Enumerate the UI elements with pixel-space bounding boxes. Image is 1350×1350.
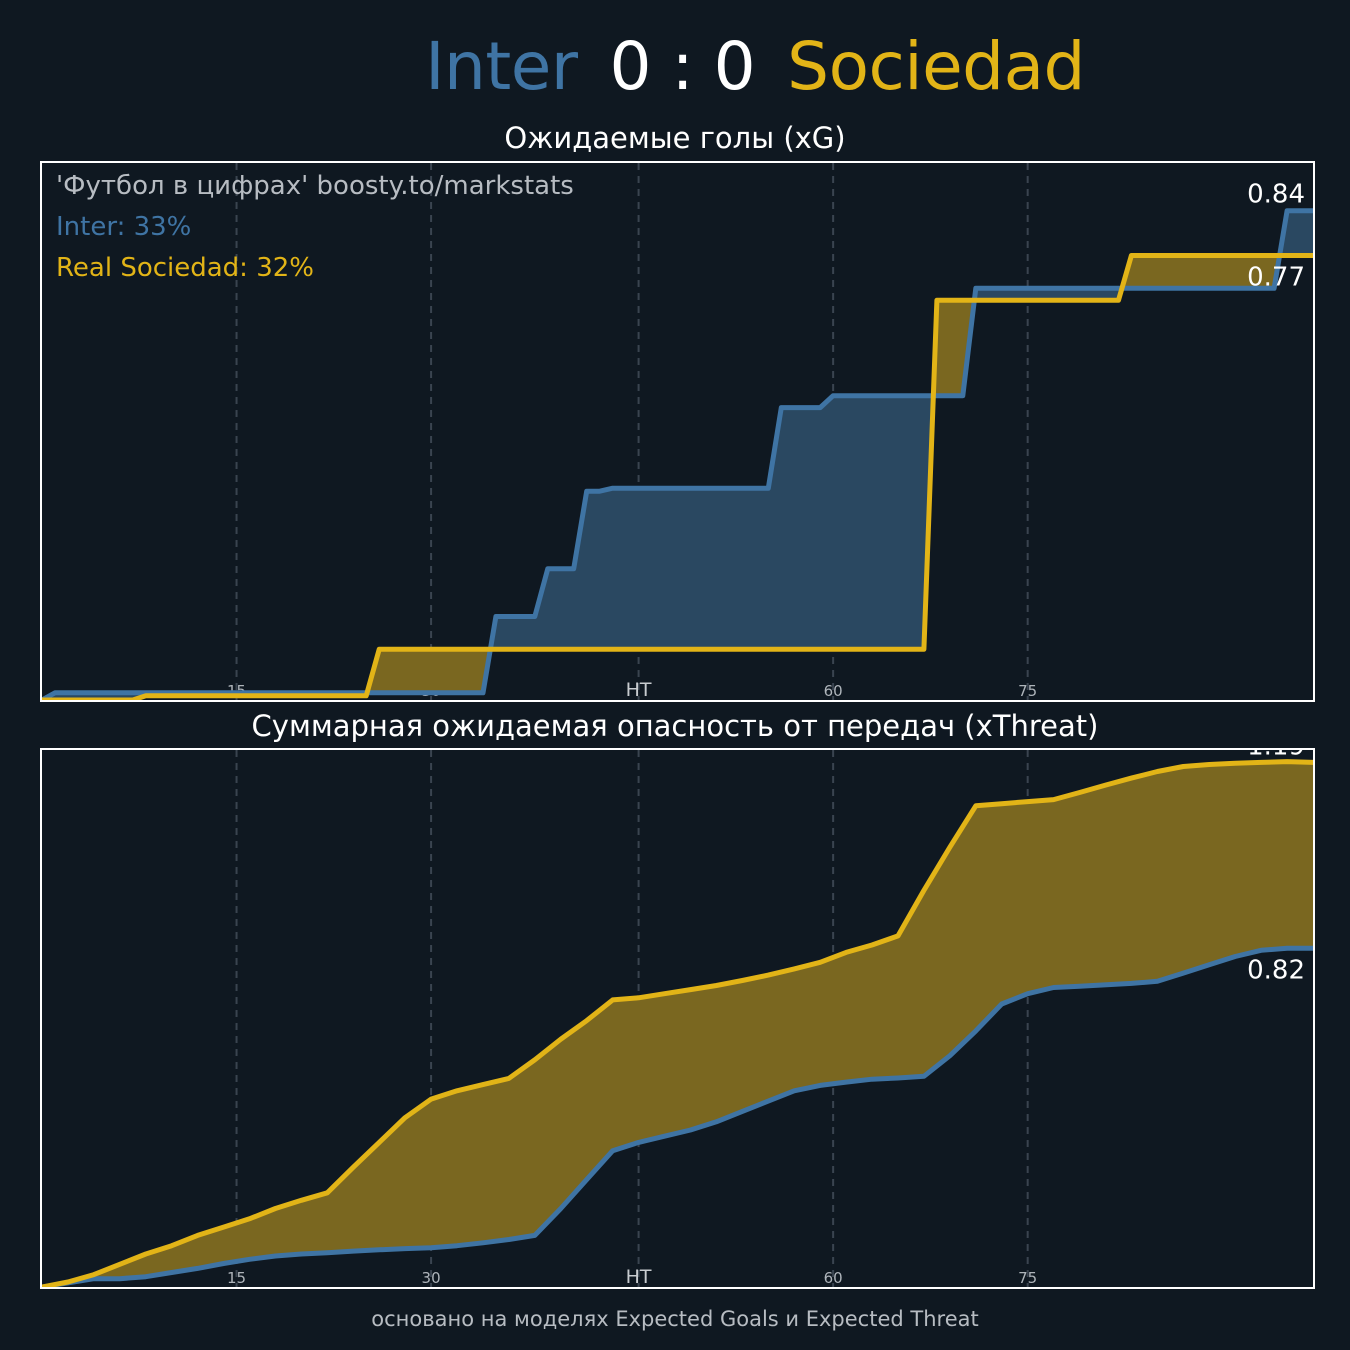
series-line-real-sociedad xyxy=(42,759,1313,1287)
end-value-label-upper: 1.19 xyxy=(1247,750,1305,761)
xthreat-chart-title: Суммарная ожидаемая опасность от передач… xyxy=(251,709,1099,743)
gap-fill-area xyxy=(367,649,491,693)
end-value-label-lower: 0.77 xyxy=(1247,262,1305,292)
match-score: 0 : 0 xyxy=(609,28,756,105)
series-line-real-sociedad xyxy=(42,253,1313,700)
x-tick-label: HT xyxy=(626,679,652,700)
match-header: Inter 0 : 0 Sociedad xyxy=(0,28,1350,118)
x-tick-label: 15 xyxy=(227,1269,246,1287)
gap-fill-area xyxy=(974,288,1122,301)
gap-fill-area xyxy=(490,395,934,650)
legend-away: Real Sociedad: 32% xyxy=(56,253,314,283)
away-team-name: Sociedad xyxy=(787,28,1085,105)
gap-fill-area xyxy=(1279,210,1313,256)
x-tick-label: 60 xyxy=(824,682,843,700)
xg-chart-title: Ожидаемые голы (xG) xyxy=(504,121,846,155)
x-tick-label: HT xyxy=(626,1266,652,1287)
gap-fill-area xyxy=(42,761,1313,1287)
x-tick-label: 75 xyxy=(1018,1269,1037,1287)
x-tick-label: 75 xyxy=(1018,682,1037,700)
x-tick-label: 30 xyxy=(422,1269,441,1287)
home-team-name: Inter xyxy=(425,28,578,105)
series-line-inter xyxy=(42,945,1313,1287)
x-tick-label: 60 xyxy=(824,1269,843,1287)
series-line-inter xyxy=(42,208,1313,700)
end-value-label-lower: 0.82 xyxy=(1247,955,1305,985)
xthreat-chart: 15 30 HT 60 75 1.19 0.82 xyxy=(42,750,1313,1287)
legend-home: Inter: 33% xyxy=(56,212,192,242)
gap-fill-area xyxy=(1121,255,1280,289)
source-credit: 'Футбол в цифрах' boosty.to/markstats xyxy=(56,171,574,201)
xthreat-chart-panel: 15 30 HT 60 75 1.19 0.82 xyxy=(40,748,1315,1289)
end-value-label-upper: 0.84 xyxy=(1247,180,1305,210)
footer-note: основано на моделях Expected Goals и Exp… xyxy=(371,1307,979,1331)
